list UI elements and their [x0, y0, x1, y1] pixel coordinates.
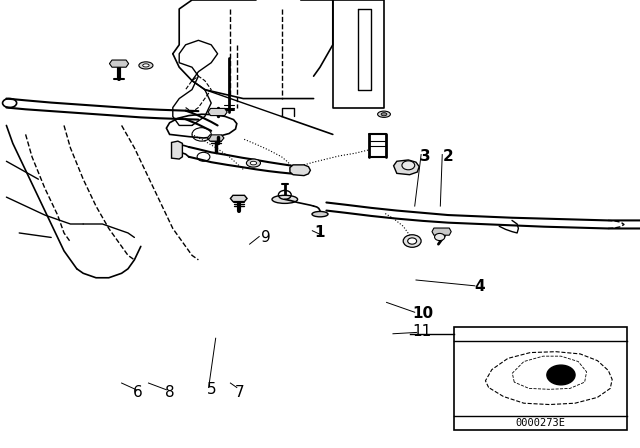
Polygon shape — [207, 135, 224, 141]
Text: 11: 11 — [413, 324, 432, 339]
Ellipse shape — [246, 159, 260, 167]
Polygon shape — [109, 60, 129, 67]
Polygon shape — [290, 165, 310, 176]
Text: 8: 8 — [164, 384, 175, 400]
Ellipse shape — [250, 161, 257, 165]
Text: 5: 5 — [206, 382, 216, 397]
Circle shape — [403, 235, 421, 247]
Text: 1: 1 — [315, 225, 325, 241]
Ellipse shape — [272, 195, 298, 203]
Text: 6: 6 — [132, 384, 143, 400]
Text: 9: 9 — [260, 230, 271, 245]
Text: 4: 4 — [475, 279, 485, 294]
Circle shape — [547, 365, 575, 385]
Circle shape — [402, 161, 415, 170]
Polygon shape — [394, 160, 419, 175]
Circle shape — [408, 238, 417, 244]
Polygon shape — [230, 195, 247, 202]
Polygon shape — [208, 108, 227, 116]
Ellipse shape — [139, 62, 153, 69]
Ellipse shape — [312, 211, 328, 217]
Polygon shape — [432, 228, 451, 235]
Ellipse shape — [381, 113, 387, 116]
Text: 10: 10 — [412, 306, 433, 321]
Text: 3: 3 — [420, 149, 431, 164]
Ellipse shape — [378, 111, 390, 117]
Text: 7: 7 — [235, 384, 245, 400]
Ellipse shape — [143, 64, 149, 67]
Text: 2: 2 — [443, 149, 453, 164]
Circle shape — [435, 233, 445, 241]
Bar — [454, 327, 627, 430]
Polygon shape — [172, 141, 182, 159]
Text: 0000273E: 0000273E — [516, 418, 566, 428]
